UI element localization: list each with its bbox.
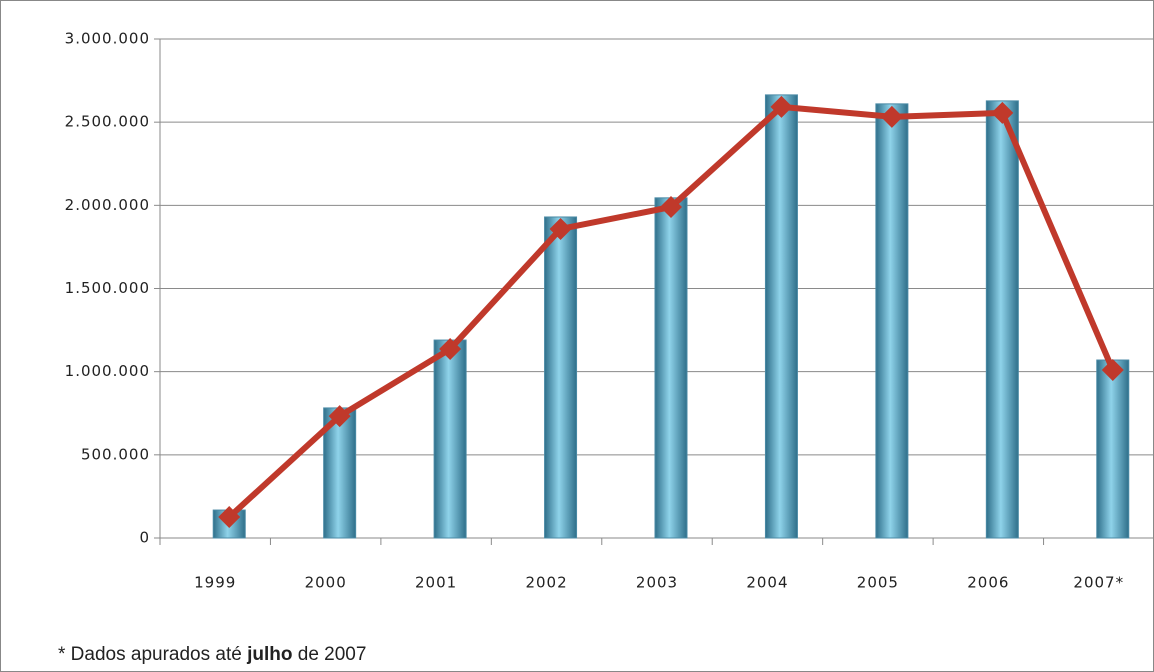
x-tick-label: 1999 — [194, 574, 236, 592]
bar — [875, 103, 909, 539]
marker — [991, 101, 1014, 124]
x-tick-label: 2007* — [1073, 574, 1124, 592]
y-tick-label: 500.000 — [81, 445, 150, 463]
marker — [218, 506, 241, 529]
y-tick-label: 1.500.000 — [65, 279, 150, 297]
marker — [328, 405, 351, 428]
footnote-text: * Dados apurados até — [58, 644, 242, 665]
y-tick-label: 0 — [139, 529, 150, 547]
bar — [544, 216, 578, 539]
footnote-bold: julho — [246, 644, 292, 665]
x-tick-label: 2002 — [525, 574, 567, 592]
marker — [549, 217, 572, 240]
x-tick-label: 2000 — [305, 574, 347, 592]
marker — [880, 105, 903, 128]
bar — [985, 100, 1019, 539]
footnote: * Dados apurados até julho de 2007 — [58, 644, 366, 665]
marker — [770, 95, 793, 118]
x-tick-label: 2006 — [967, 574, 1009, 592]
y-tick-label: 3.000.000 — [65, 30, 150, 48]
footnote-text: de 2007 — [298, 644, 367, 665]
y-tick-label: 2.500.000 — [65, 113, 150, 131]
bar — [764, 94, 798, 539]
x-tick-label: 2003 — [636, 574, 678, 592]
marker — [660, 195, 682, 218]
marker — [1101, 359, 1124, 382]
x-tick-label: 2004 — [746, 574, 788, 592]
y-tick-label: 2.000.000 — [65, 196, 150, 214]
y-tick-label: 1.000.000 — [65, 362, 150, 380]
bar — [433, 339, 467, 539]
x-tick-label: 2005 — [857, 574, 899, 592]
x-tick-label: 2001 — [415, 574, 457, 592]
bar — [654, 197, 688, 539]
marker — [439, 338, 462, 361]
bar — [1096, 359, 1130, 539]
